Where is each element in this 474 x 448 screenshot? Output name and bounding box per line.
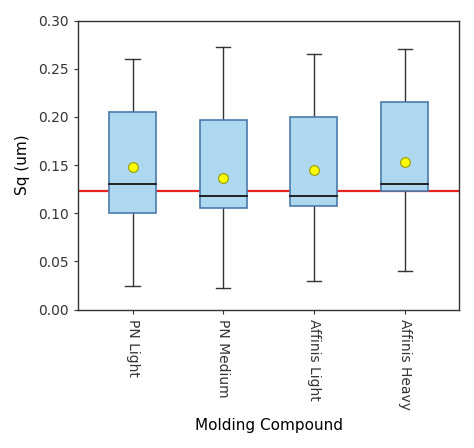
FancyBboxPatch shape <box>381 103 428 191</box>
X-axis label: Molding Compound: Molding Compound <box>194 418 343 433</box>
FancyBboxPatch shape <box>200 120 247 208</box>
FancyBboxPatch shape <box>109 112 156 213</box>
Y-axis label: Sq (um): Sq (um) <box>15 135 30 195</box>
FancyBboxPatch shape <box>290 117 337 206</box>
